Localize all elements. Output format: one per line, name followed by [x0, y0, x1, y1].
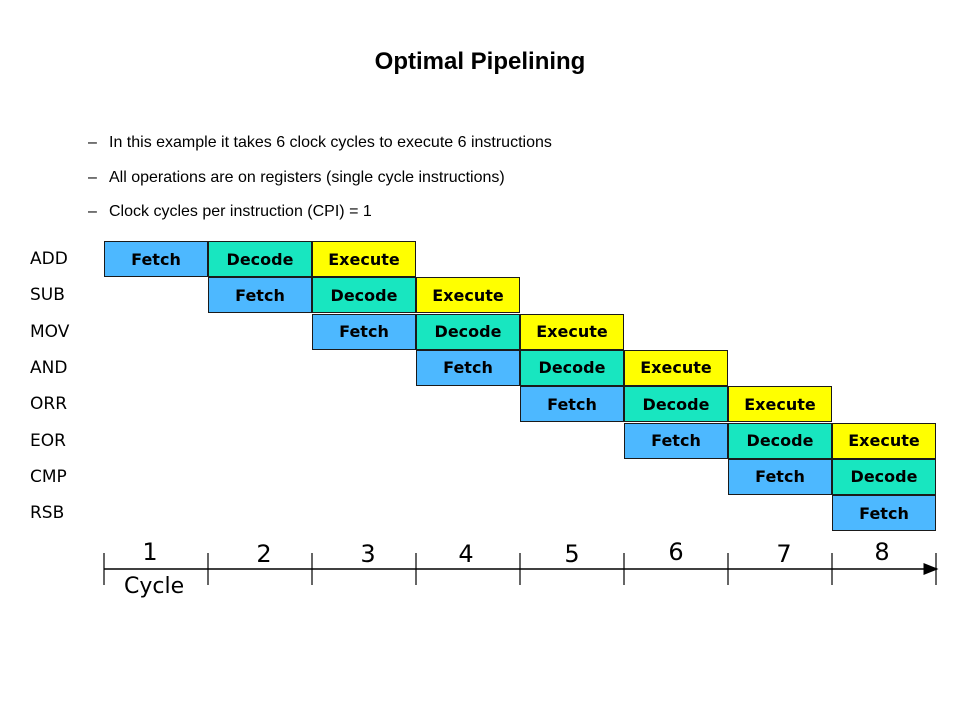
stage-cell-fetch: Fetch [104, 241, 208, 277]
cycle-number: 8 [874, 538, 890, 566]
stage-cell-fetch: Fetch [416, 349, 520, 386]
stage-cell-fetch: Fetch [312, 313, 416, 350]
stage-cell-decode: Decode [312, 277, 416, 314]
stage-cell-fetch: Fetch [728, 458, 832, 495]
stage-cell-decode: Decode [520, 349, 624, 386]
bullet-text: Clock cycles per instruction (CPI) = 1 [109, 203, 372, 220]
stage-cell-execute: Execute [416, 277, 520, 314]
bullet-item: – In this example it takes 6 clock cycle… [88, 134, 552, 169]
instruction-label: AND [30, 357, 68, 378]
axis-label: Cycle [124, 574, 185, 599]
slide-title: Optimal Pipelining [374, 48, 586, 75]
bullet-item: – All operations are on registers (singl… [88, 169, 552, 204]
stage-cell-fetch: Fetch [208, 277, 312, 314]
cycle-number: 5 [564, 540, 580, 568]
instruction-label: RSB [30, 503, 65, 524]
stage-cell-execute: Execute [312, 241, 416, 277]
instruction-label: MOV [30, 321, 70, 342]
stage-cell-execute: Execute [624, 349, 728, 386]
instruction-label: CMP [30, 466, 67, 487]
stage-cell-decode: Decode [832, 458, 936, 495]
bullet-list: – In this example it takes 6 clock cycle… [88, 134, 552, 238]
stage-cell-execute: Execute [728, 386, 832, 423]
bullet-dash: – [88, 168, 97, 186]
stage-cell-decode: Decode [728, 422, 832, 459]
cycle-number: 6 [668, 538, 684, 566]
cycle-number: 2 [256, 540, 272, 568]
cycle-number: 1 [142, 538, 158, 566]
stage-cell-fetch: Fetch [520, 386, 624, 423]
stage-cell-decode: Decode [208, 241, 312, 277]
stage-cell-decode: Decode [416, 313, 520, 350]
bullet-item: – Clock cycles per instruction (CPI) = 1 [88, 203, 552, 238]
bullet-text: All operations are on registers (single … [109, 168, 505, 186]
stage-cell-fetch: Fetch [624, 422, 728, 459]
instruction-label: ORR [30, 394, 68, 415]
stage-cell-execute: Execute [832, 422, 936, 459]
instruction-label: SUB [30, 285, 65, 306]
bullet-dash: – [88, 134, 97, 151]
bullet-dash: – [88, 203, 97, 220]
stage-cell-execute: Execute [520, 313, 624, 350]
bullet-text: In this example it takes 6 clock cycles … [109, 134, 552, 151]
stage-cell-decode: Decode [624, 386, 728, 423]
instruction-label: EOR [30, 430, 66, 451]
cycle-number: 3 [360, 540, 376, 568]
cycle-number: 4 [458, 540, 474, 568]
cycle-number: 7 [776, 540, 792, 568]
stage-cell-fetch: Fetch [832, 495, 936, 532]
instruction-label: ADD [30, 249, 68, 269]
